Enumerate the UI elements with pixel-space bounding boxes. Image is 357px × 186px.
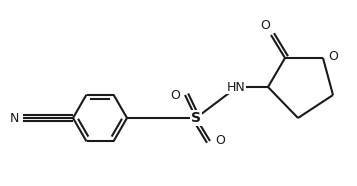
Text: N: N xyxy=(9,111,19,124)
Text: O: O xyxy=(215,134,225,147)
Text: O: O xyxy=(260,18,270,31)
Text: HN: HN xyxy=(227,81,246,94)
Text: O: O xyxy=(328,49,338,62)
Text: O: O xyxy=(170,89,180,102)
Text: S: S xyxy=(191,111,201,125)
